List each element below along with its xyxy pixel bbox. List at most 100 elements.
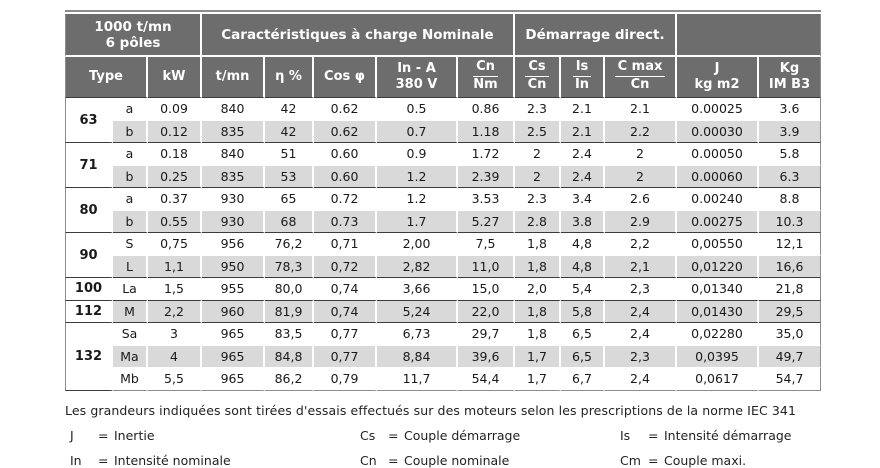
legend-equals: = — [648, 427, 659, 443]
is-in-top: Is — [572, 59, 592, 78]
value-cell: 15,0 — [458, 278, 515, 301]
value-cell: 1.7 — [377, 210, 458, 233]
col-header-tmn: t/mn — [202, 57, 265, 98]
value-cell: 53 — [265, 165, 314, 188]
type-group-cell: 63 — [65, 98, 113, 143]
header-group-nominal: Caractéristiques à charge Nominale — [202, 14, 515, 57]
value-cell: 2,4 — [605, 368, 677, 391]
value-cell: 0.55 — [148, 210, 202, 233]
value-cell: 3,66 — [377, 278, 458, 301]
legend-equals: = — [388, 427, 399, 443]
value-cell: 54,4 — [458, 368, 515, 391]
table-row: b 0.55 930 68 0.73 1.7 5.27 2.8 3.8 2.9 0.00275 10.… — [65, 210, 821, 233]
variant-cell: Mb — [113, 368, 148, 391]
cs-cn-top: Cs — [525, 59, 549, 78]
col-header-type: Type — [65, 57, 148, 98]
value-cell: 4 — [148, 345, 202, 368]
value-cell: 76,2 — [265, 233, 314, 256]
col-header-cmax-cn: C max Cn — [605, 57, 677, 98]
value-cell: 0,02280 — [677, 323, 759, 346]
value-cell: 2.4 — [561, 143, 605, 166]
value-cell: 29,5 — [759, 300, 821, 323]
legend-equals: = — [388, 452, 399, 468]
value-cell: 2,0 — [515, 278, 561, 301]
table-row: 63 a 0.09 840 42 0.62 0.5 0.86 2.3 2.1 2.1 0.00025 3… — [65, 98, 821, 143]
header-group-start: Démarrage direct. — [515, 14, 677, 57]
value-cell: 956 — [202, 233, 265, 256]
legend: J = Inertie Cs = Couple démarrage Is = Intensi… — [65, 428, 835, 468]
table-row: 80 a 0.37 930 65 0.72 1.2 3.53 2.3 3.4 2.6 0.00240 8… — [65, 188, 821, 233]
value-cell: 0.18 — [148, 143, 202, 166]
cs-cn-fraction: Cs Cn — [525, 59, 549, 93]
value-cell: 0.62 — [314, 98, 377, 121]
value-cell: 6.3 — [759, 165, 821, 188]
value-cell: 3.4 — [561, 188, 605, 211]
col-header-in-a: In - A 380 V — [377, 57, 458, 98]
value-cell: 1.2 — [377, 188, 458, 211]
value-cell: 1,8 — [515, 233, 561, 256]
value-cell: 12,1 — [759, 233, 821, 256]
value-cell: 835 — [202, 120, 265, 143]
value-cell: 930 — [202, 188, 265, 211]
table-row: L 1,1 950 78,3 0,72 2,82 11,0 1,8 4,8 2,1 0,01220 1… — [65, 255, 821, 278]
cn-nm-top: Cn — [473, 59, 498, 78]
variant-cell: b — [113, 120, 148, 143]
value-cell: 16,6 — [759, 255, 821, 278]
value-cell: 965 — [202, 345, 265, 368]
motor-spec-table: 1000 t/mn 6 pôles Caractéristiques à cha… — [65, 14, 821, 391]
value-cell: 1.72 — [458, 143, 515, 166]
value-cell: 0,74 — [314, 300, 377, 323]
value-cell: 0,01220 — [677, 255, 759, 278]
value-cell: 2.9 — [605, 210, 677, 233]
is-in-fraction: Is In — [572, 59, 592, 93]
legend-symbol: Cn — [360, 452, 377, 468]
value-cell: 2.1 — [605, 98, 677, 121]
value-cell: 42 — [265, 120, 314, 143]
value-cell: 7,5 — [458, 233, 515, 256]
cn-nm-fraction: Cn Nm — [473, 59, 498, 93]
col-header-kw: kW — [148, 57, 202, 98]
value-cell: 83,5 — [265, 323, 314, 346]
value-cell: 2.6 — [605, 188, 677, 211]
value-cell: 0.5 — [377, 98, 458, 121]
value-cell: 54,7 — [759, 368, 821, 391]
value-cell: 3.53 — [458, 188, 515, 211]
legend-desc: Couple maxi. — [664, 452, 747, 468]
value-cell: 78,3 — [265, 255, 314, 278]
type-group-cell: 71 — [65, 143, 113, 188]
value-cell: 2,00 — [377, 233, 458, 256]
table-row: b 0.25 835 53 0.60 1.2 2.39 2 2.4 2 0.00060 6.3 — [65, 165, 821, 188]
value-cell: 49,7 — [759, 345, 821, 368]
value-cell: 0.60 — [314, 165, 377, 188]
value-cell: 35,0 — [759, 323, 821, 346]
col-header-kg: Kg IM B3 — [759, 57, 821, 98]
table-row: 71 a 0.18 840 51 0.60 0.9 1.72 2 2.4 2 0.00050 5.8 — [65, 143, 821, 188]
value-cell: 0.7 — [377, 120, 458, 143]
cn-nm-bottom: Nm — [473, 77, 498, 93]
legend-equals: = — [98, 452, 109, 468]
col-header-kg-line2: IM B3 — [768, 77, 811, 92]
col-header-eta: η % — [265, 57, 314, 98]
value-cell: 2 — [515, 143, 561, 166]
value-cell: 5,24 — [377, 300, 458, 323]
value-cell: 0.00030 — [677, 120, 759, 143]
value-cell: 1,1 — [148, 255, 202, 278]
footer: Les grandeurs indiquées sont tirées d'es… — [65, 403, 835, 468]
variant-cell: b — [113, 165, 148, 188]
legend-symbol: Is — [620, 427, 631, 443]
type-group-cell: 100 — [65, 278, 113, 301]
value-cell: 1.18 — [458, 120, 515, 143]
table-row: Mb 5,5 965 86,2 0,79 11,7 54,4 1,7 6,7 2,4 0,0617 5… — [65, 368, 821, 391]
col-header-j-line1: J — [714, 60, 720, 76]
col-header-cos: Cos φ — [314, 57, 377, 98]
legend-symbol: J — [70, 427, 74, 443]
value-cell: 1,7 — [515, 345, 561, 368]
value-cell: 42 — [265, 98, 314, 121]
value-cell: 2 — [605, 165, 677, 188]
value-cell: 0.86 — [458, 98, 515, 121]
value-cell: 2.1 — [561, 120, 605, 143]
value-cell: 3.6 — [759, 98, 821, 121]
value-cell: 4,8 — [561, 233, 605, 256]
value-cell: 0,0617 — [677, 368, 759, 391]
value-cell: 960 — [202, 300, 265, 323]
